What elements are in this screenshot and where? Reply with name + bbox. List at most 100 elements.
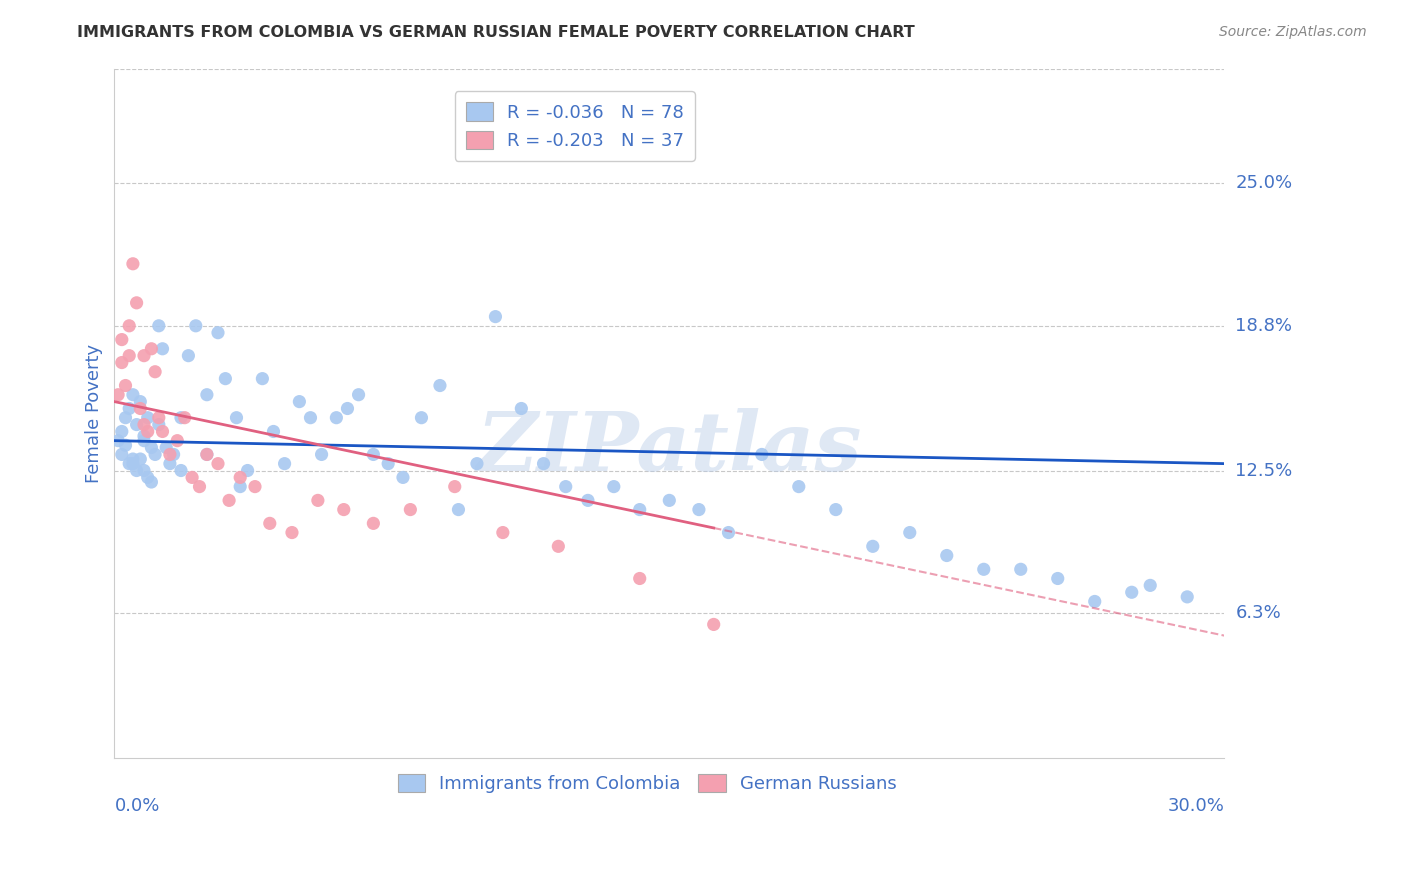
Text: Source: ZipAtlas.com: Source: ZipAtlas.com: [1219, 25, 1367, 39]
Point: [148, 410, 170, 425]
Point: [363, 516, 385, 531]
Point: [152, 425, 174, 439]
Point: [159, 447, 181, 461]
Point: [336, 401, 359, 416]
Point: [688, 502, 710, 516]
Point: [181, 470, 204, 484]
Text: 0.0%: 0.0%: [114, 797, 160, 814]
Point: [447, 502, 470, 516]
Point: [1010, 562, 1032, 576]
Point: [148, 417, 170, 432]
Point: [299, 410, 322, 425]
Point: [132, 429, 155, 443]
Point: [118, 457, 141, 471]
Text: 18.8%: 18.8%: [1236, 317, 1292, 334]
Point: [129, 394, 152, 409]
Point: [159, 457, 181, 471]
Point: [824, 502, 846, 516]
Point: [143, 365, 166, 379]
Point: [141, 441, 163, 455]
Point: [125, 463, 148, 477]
Point: [325, 410, 347, 425]
Point: [141, 475, 163, 489]
Point: [399, 502, 422, 516]
Point: [1046, 572, 1069, 586]
Point: [132, 463, 155, 477]
Point: [148, 318, 170, 333]
Point: [118, 401, 141, 416]
Point: [628, 502, 651, 516]
Text: 30.0%: 30.0%: [1167, 797, 1225, 814]
Point: [207, 326, 229, 340]
Point: [195, 388, 218, 402]
Point: [132, 417, 155, 432]
Point: [184, 318, 207, 333]
Point: [307, 493, 329, 508]
Point: [111, 447, 134, 461]
Point: [143, 447, 166, 461]
Point: [207, 457, 229, 471]
Point: [111, 355, 134, 369]
Point: [1175, 590, 1198, 604]
Point: [214, 371, 236, 385]
Point: [658, 493, 681, 508]
Point: [129, 452, 152, 467]
Point: [751, 447, 773, 461]
Point: [273, 457, 295, 471]
Point: [392, 470, 415, 484]
Point: [1084, 594, 1107, 608]
Point: [218, 493, 240, 508]
Point: [136, 470, 159, 484]
Point: [141, 342, 163, 356]
Text: 25.0%: 25.0%: [1236, 174, 1292, 193]
Point: [122, 452, 145, 467]
Point: [935, 549, 957, 563]
Point: [862, 539, 884, 553]
Text: ZIPatlas: ZIPatlas: [477, 408, 862, 488]
Text: 6.3%: 6.3%: [1236, 604, 1281, 622]
Point: [484, 310, 506, 324]
Point: [377, 457, 399, 471]
Point: [628, 572, 651, 586]
Point: [136, 410, 159, 425]
Point: [225, 410, 247, 425]
Point: [554, 480, 576, 494]
Point: [1139, 578, 1161, 592]
Point: [229, 470, 252, 484]
Point: [243, 480, 266, 494]
Point: [576, 493, 599, 508]
Point: [898, 525, 921, 540]
Point: [107, 388, 129, 402]
Point: [333, 502, 356, 516]
Point: [111, 333, 134, 347]
Point: [166, 434, 188, 448]
Point: [155, 441, 177, 455]
Point: [125, 417, 148, 432]
Text: IMMIGRANTS FROM COLOMBIA VS GERMAN RUSSIAN FEMALE POVERTY CORRELATION CHART: IMMIGRANTS FROM COLOMBIA VS GERMAN RUSSI…: [77, 25, 915, 40]
Point: [492, 525, 515, 540]
Text: 12.5%: 12.5%: [1236, 461, 1292, 480]
Point: [118, 349, 141, 363]
Point: [114, 410, 136, 425]
Point: [114, 378, 136, 392]
Point: [311, 447, 333, 461]
Point: [443, 480, 465, 494]
Point: [129, 401, 152, 416]
Point: [288, 394, 311, 409]
Point: [1121, 585, 1143, 599]
Point: [195, 447, 218, 461]
Point: [281, 525, 304, 540]
Point: [363, 447, 385, 461]
Point: [973, 562, 995, 576]
Point: [107, 434, 129, 448]
Point: [236, 463, 259, 477]
Point: [252, 371, 274, 385]
Point: [122, 257, 145, 271]
Point: [703, 617, 725, 632]
Point: [603, 480, 626, 494]
Point: [787, 480, 810, 494]
Point: [177, 349, 200, 363]
Point: [465, 457, 488, 471]
Point: [170, 463, 193, 477]
Point: [170, 410, 193, 425]
